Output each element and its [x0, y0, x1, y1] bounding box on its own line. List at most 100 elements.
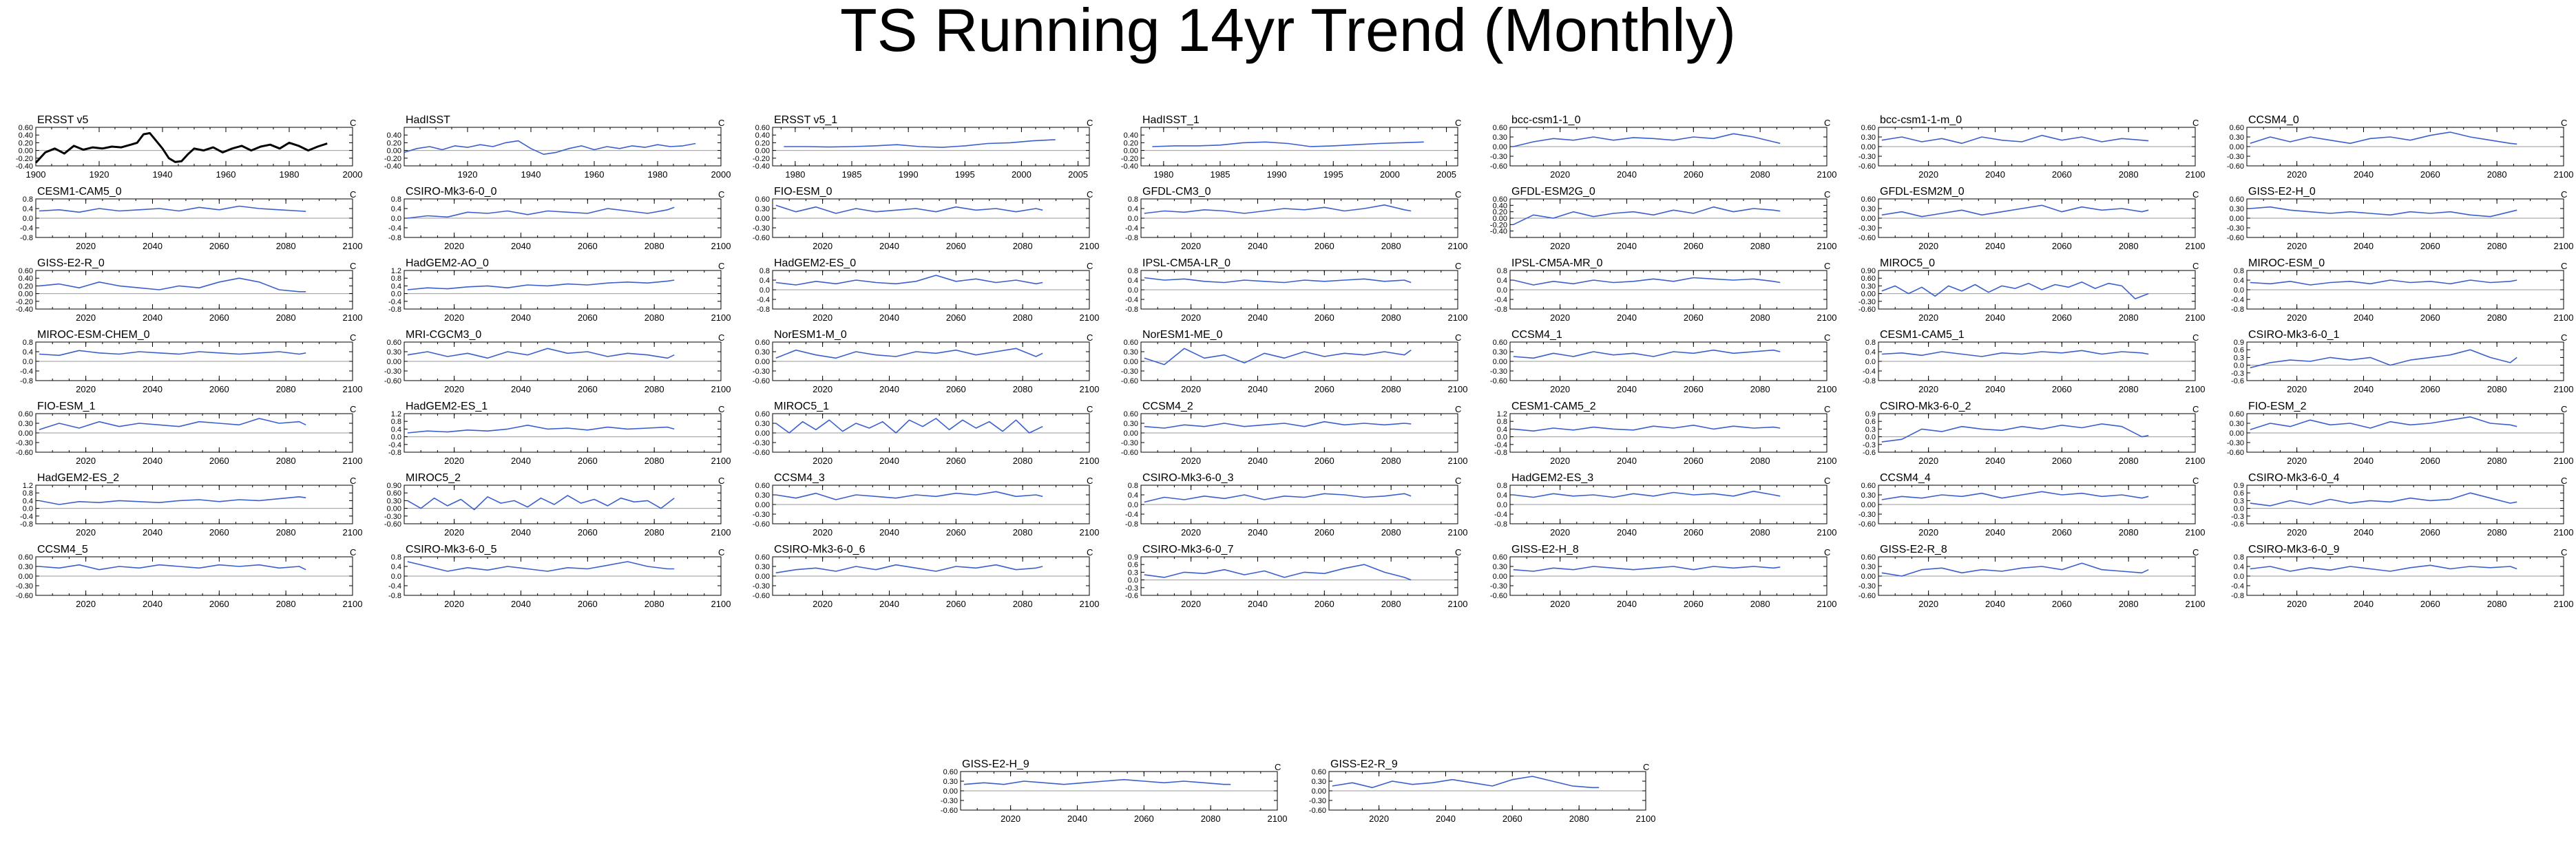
y-tick-label: 0.0: [391, 215, 401, 223]
series-line: [784, 139, 1056, 148]
panel-hadisst-1: HadISST_1 C 0.400.200.00-0.20-0.40 1980 1985…: [1121, 114, 1461, 180]
y-tick-label: 0.8: [1128, 195, 1138, 204]
y-tick-label: 1.2: [391, 267, 401, 275]
x-tick-label: 2080: [645, 241, 664, 251]
y-tick-label: 0.30: [1124, 420, 1138, 428]
y-tick-label: -0.8: [388, 234, 401, 242]
series-line: [775, 418, 1043, 434]
units-label: C: [2561, 118, 2567, 128]
panel-title: NorESM1-M_0: [774, 329, 847, 341]
y-tick-label: 0.30: [1124, 348, 1138, 357]
series-line: [1513, 133, 1781, 147]
y-tick-label: -0.40: [384, 162, 401, 171]
series-line: [1881, 562, 2149, 577]
units-label: C: [2561, 476, 2567, 486]
x-tick-label: 2100: [2554, 169, 2574, 180]
x-tick-label: 2060: [1134, 814, 1154, 824]
y-tick-label: 0.30: [1861, 134, 1876, 142]
y-tick-label: -0.30: [753, 368, 770, 376]
x-tick-label: 2100: [1268, 814, 1288, 824]
y-tick-label: -0.20: [1490, 221, 1507, 229]
y-tick-label: 0.3: [1865, 425, 1876, 434]
y-tick-label: -0.4: [388, 224, 401, 233]
y-tick-label: -0.8: [2231, 592, 2244, 600]
y-tick-label: 0.20: [755, 139, 770, 147]
y-tick-label: 0.60: [755, 339, 770, 347]
series-line: [1144, 348, 1412, 365]
series-line: [1513, 566, 1781, 572]
panel-fio-esm-0: FIO-ESM_0 C 0.600.30 0.00-0.30-0.60 2020 2040…: [753, 186, 1100, 251]
y-tick-label: 0.90: [1861, 267, 1876, 275]
y-tick-label: 0.30: [387, 348, 401, 357]
x-tick-label: 2020: [2287, 241, 2307, 251]
y-tick-label: 0.60: [1861, 482, 1876, 490]
x-tick-label: 2020: [1181, 599, 1201, 609]
x-tick-label: 2060: [578, 527, 598, 538]
x-tick-label: 2080: [1750, 527, 1770, 538]
series-line: [407, 561, 675, 572]
y-tick-label: 0.30: [943, 778, 958, 786]
series-line: [407, 424, 675, 434]
x-tick-label: 2040: [1617, 599, 1637, 609]
y-tick-label: -0.30: [753, 439, 770, 447]
x-tick-label: 2040: [1985, 599, 2005, 609]
x-tick-label: 2020: [1181, 384, 1201, 394]
x-tick-label: 2080: [276, 241, 296, 251]
x-tick-label: 2020: [1181, 312, 1201, 323]
panel-miroc5-1: MIROC5_1 C 0.60 0.300.00-0.30 -0.60 2020 2040 2…: [753, 401, 1100, 466]
x-tick-label: 2080: [2487, 312, 2507, 323]
x-tick-label: 2060: [1315, 384, 1334, 394]
panel-title: HadGEM2-AO_0: [406, 257, 489, 269]
x-tick-label: 2100: [1448, 312, 1468, 323]
x-tick-label: 2080: [2119, 384, 2139, 394]
y-tick-label: 0.0: [1128, 577, 1138, 585]
x-tick-label: 2040: [1248, 384, 1268, 394]
y-tick-label: -0.60: [16, 449, 33, 457]
series-line: [407, 348, 675, 359]
series-line: [2250, 564, 2517, 572]
x-tick-label: 2040: [143, 384, 163, 394]
y-tick-label: 0.30: [755, 491, 770, 500]
y-tick-label: -0.4: [1494, 296, 1507, 304]
x-tick-label: 2060: [1315, 527, 1334, 538]
y-tick-label: -0.60: [1858, 234, 1876, 242]
x-tick-label: 2020: [444, 241, 464, 251]
y-tick-label: -0.30: [1858, 298, 1876, 306]
y-tick-label: 0.30: [755, 205, 770, 213]
panel-ccsm4-0: CCSM4_0 C 0.60 0.300.00 -0.30-0.60 2020 2040 20…: [2227, 114, 2574, 180]
y-tick-label: 0.60: [1861, 275, 1876, 283]
units-label: C: [2192, 404, 2199, 414]
series-line: [2250, 492, 2517, 507]
panel-csiro-mk3-6-0-2: CSIRO-Mk3-6-0_2 C 0.90.60.30.0-0.3-0.6 2020…: [1863, 401, 2205, 466]
x-tick-label: 2040: [1248, 241, 1268, 251]
panel-csiro-mk3-6-0-3: CSIRO-Mk3-6-0_3 C 0.80.40.0 -0.4-0.8 2020 204…: [1125, 472, 1467, 538]
x-tick-label: 2080: [645, 599, 664, 609]
panel-title: GISS-E2-H_8: [1511, 544, 1579, 555]
x-tick-label: 2040: [1248, 527, 1268, 538]
x-tick-label: 2060: [946, 312, 966, 323]
y-tick-label: 0.8: [1128, 267, 1138, 275]
y-tick-label: 0.9: [2234, 339, 2244, 347]
x-tick-label: 2060: [1684, 599, 1704, 609]
x-tick-label: 2080: [2119, 169, 2139, 180]
y-tick-label: -0.4: [2231, 296, 2244, 304]
y-tick-label: 0.00: [755, 501, 770, 509]
panel-giss-e2-r-8: GISS-E2-R_8 C 0.600.30 0.00-0.30-0.60 2020 20…: [1858, 544, 2206, 609]
x-tick-label: 2100: [1817, 384, 1837, 394]
x-tick-label: 2100: [2186, 312, 2206, 323]
y-tick-label: 0.8: [391, 553, 401, 562]
x-tick-label: 1990: [899, 169, 919, 180]
plot-frame: [1140, 556, 1458, 596]
series-line: [1144, 277, 1412, 284]
y-tick-label: 0.4: [23, 205, 33, 213]
series-line: [1881, 281, 2149, 299]
series-line: [963, 778, 1231, 785]
units-label: C: [350, 547, 356, 557]
y-tick-label: 0.30: [19, 563, 33, 571]
y-tick-label: -0.40: [16, 306, 33, 314]
y-tick-label: -0.8: [20, 234, 33, 242]
x-tick-label: 2060: [2052, 241, 2072, 251]
panel-title: MIROC5_0: [1880, 257, 1935, 269]
x-tick-label: 2040: [1617, 527, 1637, 538]
y-tick-label: 0.20: [1124, 139, 1138, 147]
